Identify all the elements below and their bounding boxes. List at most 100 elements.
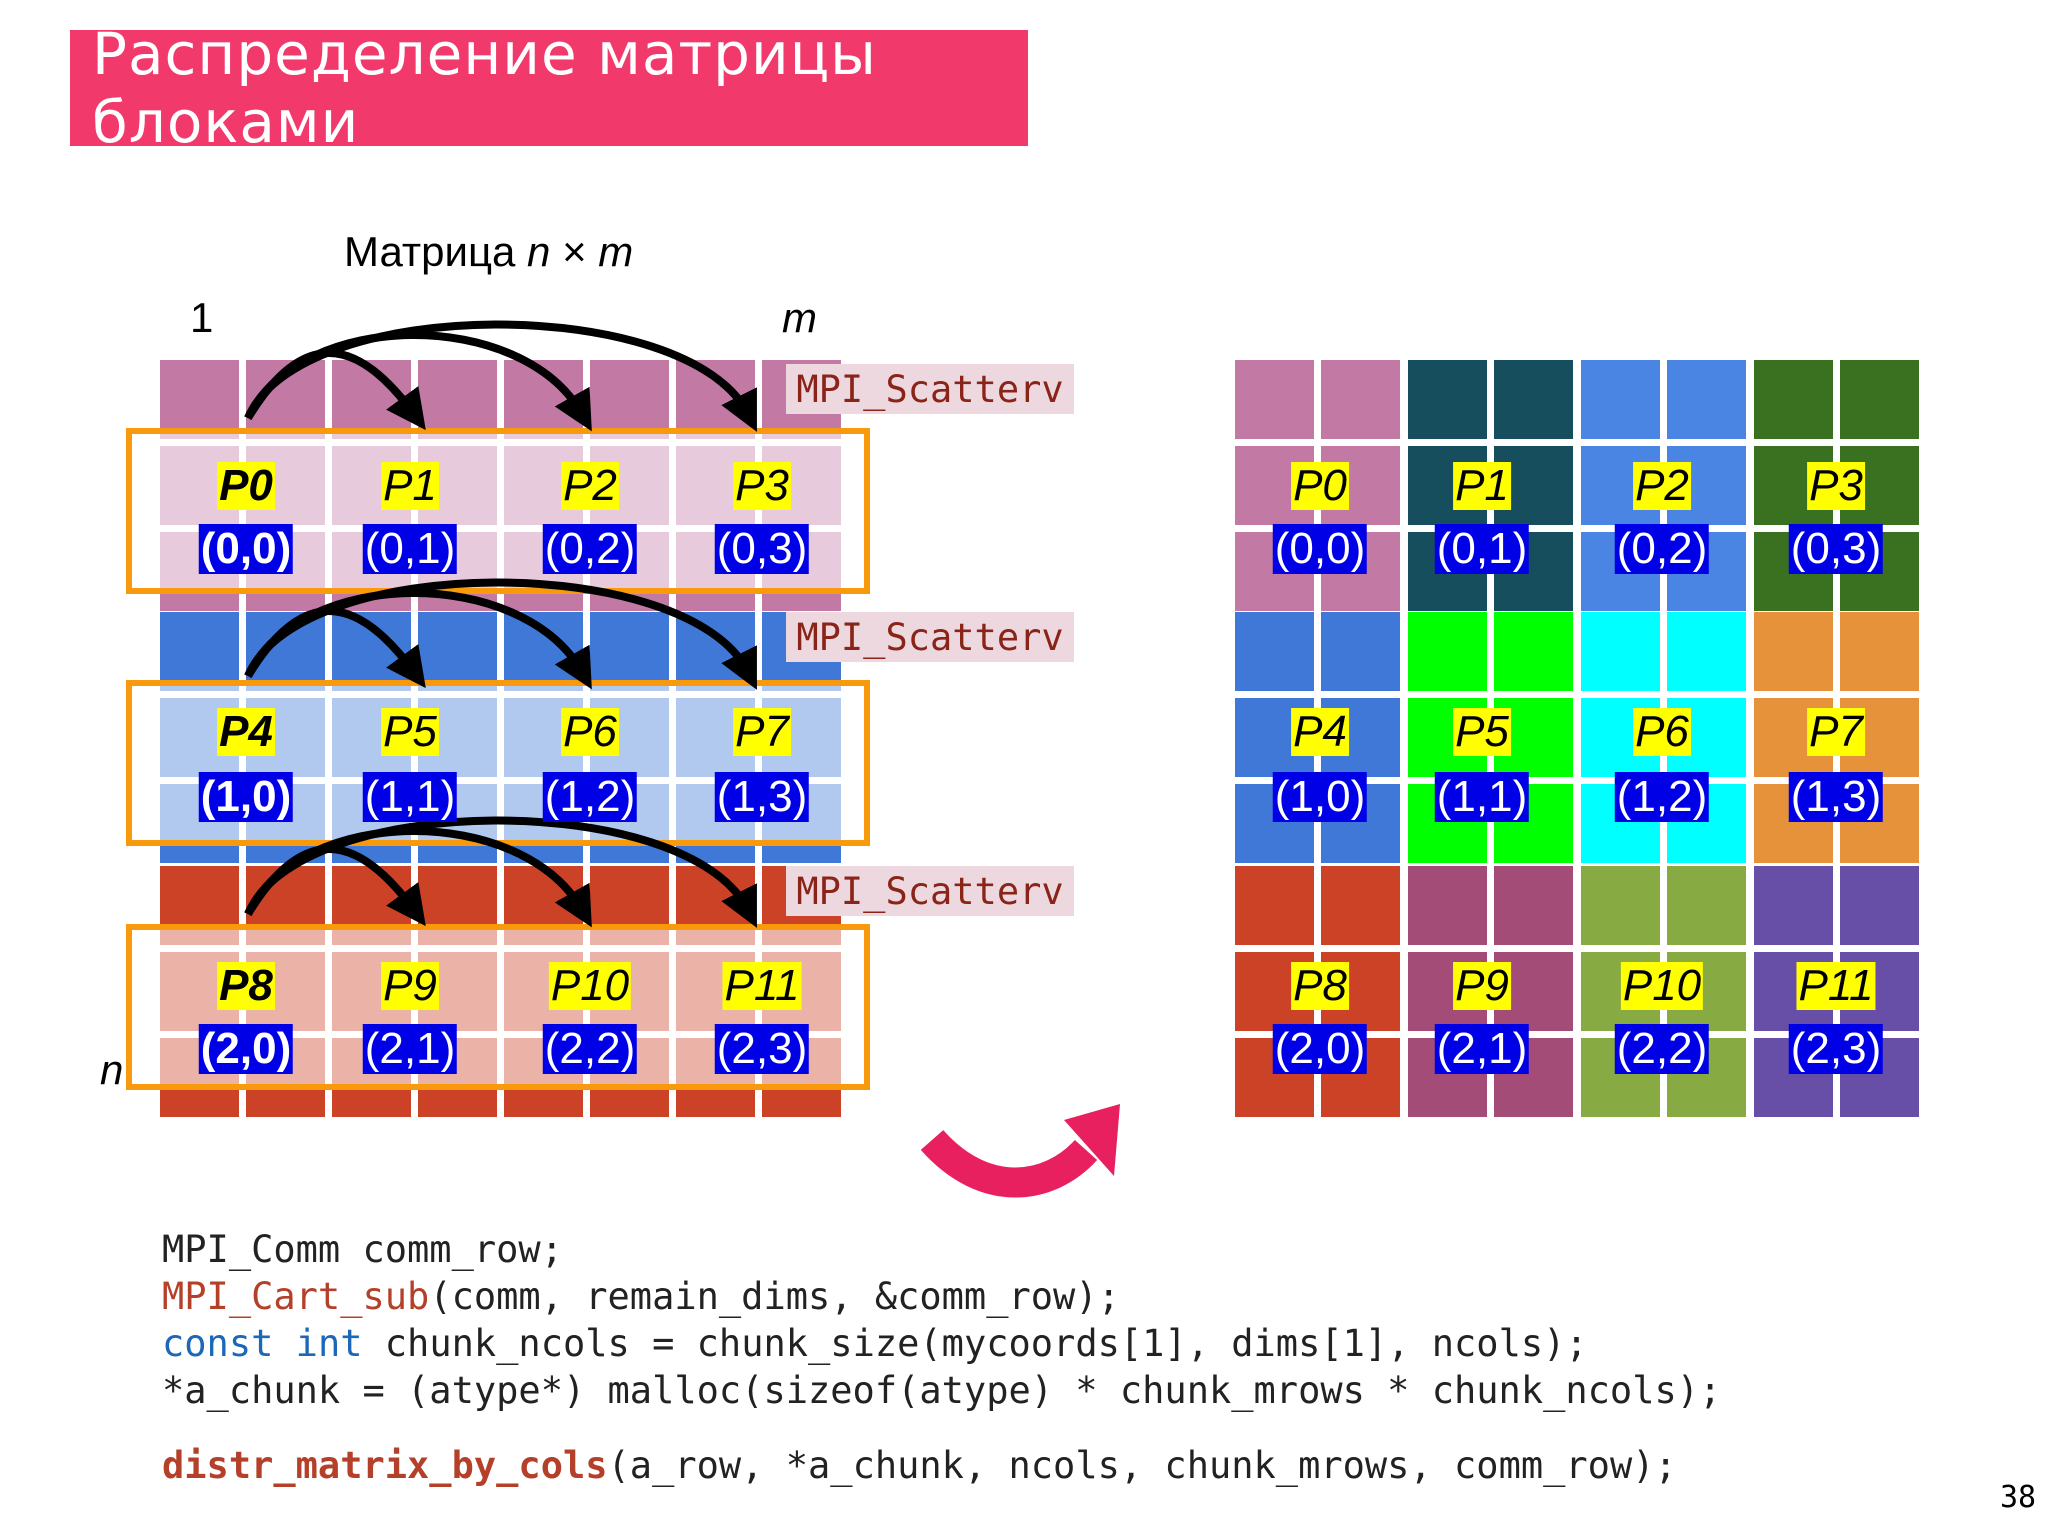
block-cell — [1408, 866, 1487, 945]
process-name-label: P4 — [1291, 707, 1349, 756]
block-cell — [1494, 612, 1573, 691]
scatter-arrow — [244, 578, 757, 690]
process-name-label: P1 — [381, 461, 439, 510]
block-cell — [1667, 866, 1746, 945]
process-coord-label: (2,0) — [198, 1024, 294, 1074]
block-cell — [1754, 360, 1833, 439]
process-coord-label: (1,2) — [1614, 772, 1710, 822]
block-cell — [1235, 612, 1314, 691]
code-block: MPI_Comm comm_row; MPI_Cart_sub(comm, rem… — [162, 1226, 1721, 1489]
process-name-label: P11 — [1796, 961, 1876, 1010]
scatterv-label: MPI_Scatterv — [786, 866, 1074, 916]
process-coord-label: (2,3) — [1788, 1024, 1884, 1074]
block-cell — [1840, 612, 1919, 691]
matrix-caption-m: m — [598, 228, 634, 275]
process-name-label: P5 — [381, 707, 439, 756]
row-n-label: n — [100, 1046, 124, 1093]
scatterv-label: MPI_Scatterv — [786, 364, 1074, 414]
code-line-5-func: distr_matrix_by_cols — [162, 1444, 608, 1487]
process-name-label: P10 — [1620, 961, 1704, 1010]
code-line-3-const: const — [162, 1322, 274, 1365]
scatter-arrow — [244, 827, 592, 928]
process-name-label: P5 — [1453, 707, 1511, 756]
process-name-label: P7 — [1807, 707, 1865, 756]
block-cell — [1235, 360, 1314, 439]
block-cell — [1581, 360, 1660, 439]
process-coord-label: (0,3) — [714, 524, 810, 574]
code-line-5-args: (a_row, *a_chunk, ncols, chunk_mrows, co… — [607, 1444, 1677, 1487]
code-line-1: MPI_Comm comm_row; — [162, 1228, 563, 1271]
process-coord-label: (1,3) — [714, 772, 810, 822]
code-line-2: MPI_Cart_sub(comm, remain_dims, &comm_ro… — [162, 1273, 1721, 1320]
process-coord-label: (2,2) — [542, 1024, 638, 1074]
process-name-label: P0 — [217, 461, 275, 510]
code-line-3-rest: chunk_ncols = chunk_size(mycoords[1], di… — [362, 1322, 1588, 1365]
block-cell — [1581, 612, 1660, 691]
scatter-arrow — [244, 320, 757, 432]
process-coord-label: (0,0) — [1272, 524, 1368, 574]
scatter-arrow — [244, 589, 592, 690]
code-spacer — [162, 1414, 1721, 1442]
matrix-cell — [590, 360, 669, 439]
matrix-cell — [418, 612, 497, 691]
process-name-label: P10 — [548, 961, 632, 1010]
process-name-label: P3 — [1807, 461, 1865, 510]
matrix-caption-times: × — [550, 228, 599, 275]
column-one-label: 1 — [190, 294, 214, 341]
block-cell — [1321, 612, 1400, 691]
block-cell — [1494, 866, 1573, 945]
slide-title: Распределение матрицы блоками — [70, 20, 1028, 156]
process-name-label: P6 — [1633, 707, 1691, 756]
process-coord-label: (2,2) — [1614, 1024, 1710, 1074]
process-name-label: P8 — [217, 961, 275, 1010]
scatterv-label: MPI_Scatterv — [786, 612, 1074, 662]
block-cell — [1581, 866, 1660, 945]
block-cell — [1754, 866, 1833, 945]
process-coord-label: (1,0) — [198, 772, 294, 822]
process-name-label: P6 — [561, 707, 619, 756]
process-name-label: P0 — [1291, 461, 1349, 510]
process-name-label: P9 — [1453, 961, 1511, 1010]
process-name-label: P8 — [1291, 961, 1349, 1010]
process-coord-label: (0,3) — [1788, 524, 1884, 574]
process-name-label: P3 — [733, 461, 791, 510]
matrix-caption: Матрица n × m — [344, 228, 633, 276]
process-coord-label: (0,1) — [1434, 524, 1530, 574]
code-line-3: const int chunk_ncols = chunk_size(mycoo… — [162, 1320, 1721, 1367]
block-cell — [1754, 612, 1833, 691]
block-cell — [1408, 360, 1487, 439]
matrix-cell — [590, 612, 669, 691]
transfer-arrow — [920, 1129, 1098, 1198]
process-name-label: P2 — [1633, 461, 1691, 510]
matrix-cell — [160, 360, 239, 439]
code-line-4: *a_chunk = (atype*) malloc(sizeof(atype)… — [162, 1369, 1722, 1412]
scatter-arrow — [244, 816, 757, 928]
process-coord-label: (0,2) — [542, 524, 638, 574]
block-cell — [1667, 360, 1746, 439]
process-name-label: P1 — [1453, 461, 1511, 510]
code-line-3-space — [273, 1322, 295, 1365]
matrix-caption-n: n — [527, 228, 551, 275]
process-coord-label: (0,2) — [1614, 524, 1710, 574]
process-coord-label: (0,1) — [362, 524, 458, 574]
process-coord-label: (2,1) — [1434, 1024, 1530, 1074]
process-coord-label: (2,3) — [714, 1024, 810, 1074]
process-coord-label: (1,3) — [1788, 772, 1884, 822]
matrix-cell — [418, 360, 497, 439]
process-coord-label: (1,1) — [1434, 772, 1530, 822]
code-line-2-func: MPI_Cart_sub — [162, 1275, 430, 1318]
process-coord-label: (2,0) — [1272, 1024, 1368, 1074]
block-cell — [1494, 360, 1573, 439]
process-coord-label: (0,0) — [198, 524, 294, 574]
process-coord-label: (1,2) — [542, 772, 638, 822]
block-cell — [1321, 360, 1400, 439]
page-number: 38 — [2000, 1480, 2037, 1515]
block-cell — [1321, 866, 1400, 945]
process-name-label: P11 — [722, 961, 802, 1010]
block-cell — [1667, 612, 1746, 691]
code-line-3-int: int — [295, 1322, 363, 1365]
process-name-label: P9 — [381, 961, 439, 1010]
block-cell — [1840, 866, 1919, 945]
process-name-label: P2 — [561, 461, 619, 510]
